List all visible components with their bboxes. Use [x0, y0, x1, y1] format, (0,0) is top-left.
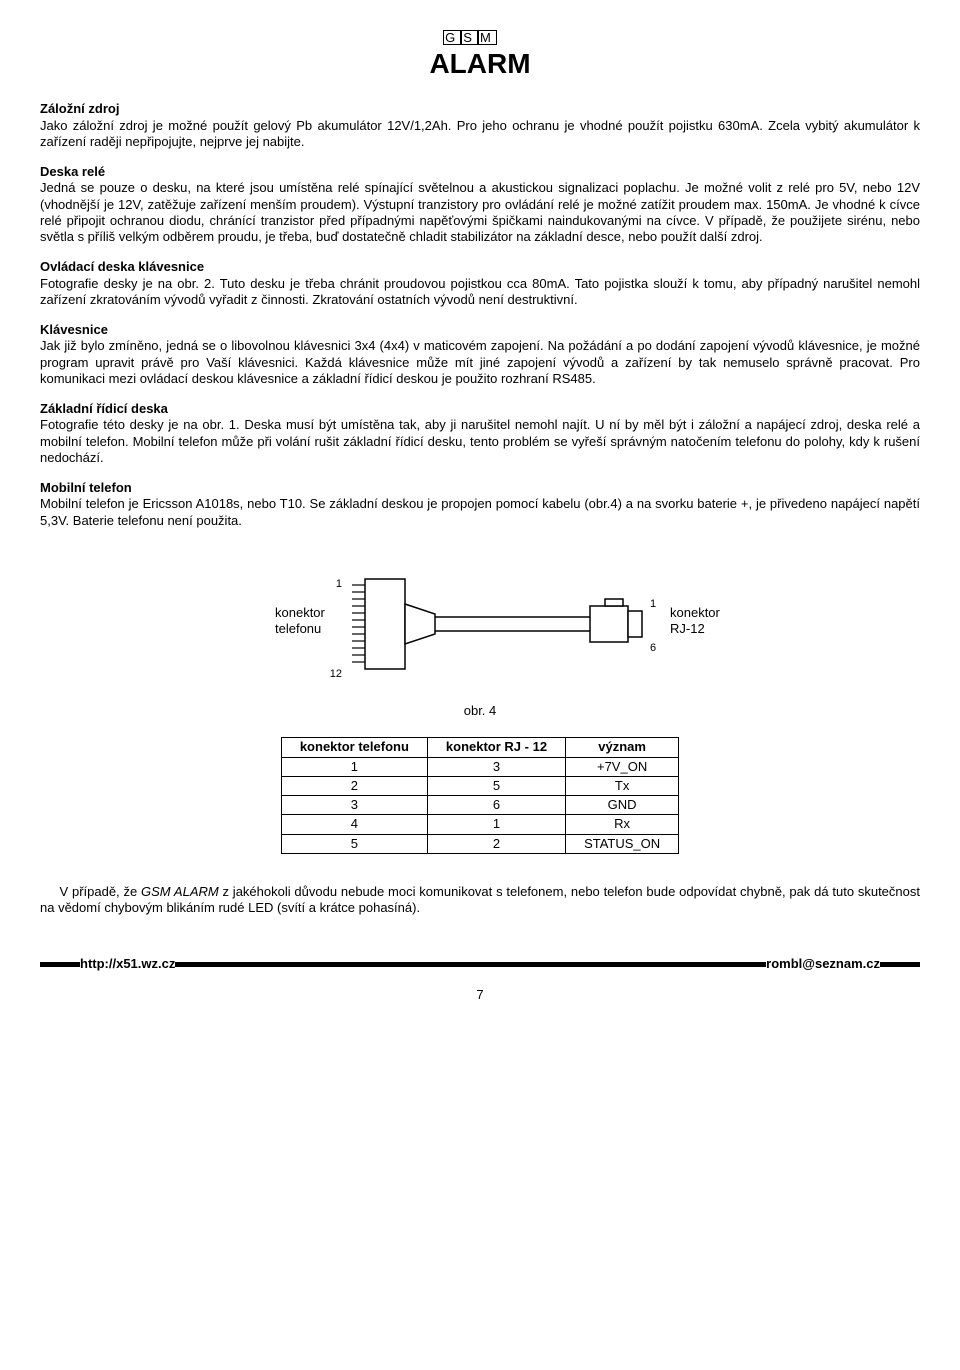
- table-cell: 4: [281, 815, 427, 834]
- section-title: Záložní zdroj: [40, 101, 119, 116]
- table-cell: +7V_ON: [566, 757, 679, 776]
- footer-rule: [175, 962, 766, 967]
- section-title: Deska relé: [40, 164, 105, 179]
- section-title: Ovládací deska klávesnice: [40, 259, 204, 274]
- page-number: 7: [40, 987, 920, 1003]
- logo-alarm: ALARM: [40, 46, 920, 81]
- section-klavesnice: Klávesnice Jak již bylo zmíněno, jedná s…: [40, 322, 920, 387]
- table-header-row: konektor telefonu konektor RJ - 12 význa…: [281, 738, 678, 757]
- logo-char: S: [461, 30, 478, 45]
- table-row: 4 1 Rx: [281, 815, 678, 834]
- section-body: Jedná se pouze o desku, na které jsou um…: [40, 180, 920, 245]
- table-header: význam: [566, 738, 679, 757]
- diagram-right-label: konektor: [670, 605, 721, 620]
- table-row: 1 3 +7V_ON: [281, 757, 678, 776]
- diagram-pin-label: 12: [330, 668, 342, 680]
- closing-paragraph: V případě, že GSM ALARM z jakéhokoli dův…: [40, 884, 920, 917]
- table-cell: 3: [281, 796, 427, 815]
- closing-italic: GSM ALARM: [141, 884, 219, 899]
- footer-rule: [40, 962, 80, 967]
- logo-gsm: GSM: [443, 30, 497, 46]
- table-row: 5 2 STATUS_ON: [281, 834, 678, 853]
- table-row: 2 5 Tx: [281, 776, 678, 795]
- table-cell: Tx: [566, 776, 679, 795]
- table-cell: 2: [427, 834, 565, 853]
- section-body: Fotografie desky je na obr. 2. Tuto desk…: [40, 276, 920, 309]
- table-cell: 2: [281, 776, 427, 795]
- section-body: Jak již bylo zmíněno, jedná se o libovol…: [40, 338, 920, 387]
- table-cell: 5: [427, 776, 565, 795]
- pin-mapping-table: konektor telefonu konektor RJ - 12 význa…: [281, 737, 679, 854]
- table-cell: Rx: [566, 815, 679, 834]
- diagram-pin-label: 1: [336, 578, 342, 590]
- closing-text: V případě, že: [60, 884, 142, 899]
- table-row: 3 6 GND: [281, 796, 678, 815]
- footer-url: http://x51.wz.cz: [80, 956, 175, 972]
- diagram-right-label: RJ-12: [670, 621, 705, 636]
- figure-caption: obr. 4: [40, 703, 920, 719]
- logo-char: G: [443, 30, 461, 45]
- table-cell: 6: [427, 796, 565, 815]
- connector-diagram-svg: 1 12 1 6 konektor telefonu konektor RJ-1…: [220, 559, 740, 689]
- cable-diagram: 1 12 1 6 konektor telefonu konektor RJ-1…: [40, 559, 920, 693]
- page-footer: http://x51.wz.cz rombl@seznam.cz 7: [40, 956, 920, 1003]
- table-header: konektor telefonu: [281, 738, 427, 757]
- section-title: Klávesnice: [40, 322, 108, 337]
- diagram-pin-label: 6: [650, 642, 656, 654]
- section-title: Mobilní telefon: [40, 480, 132, 495]
- table-cell: 5: [281, 834, 427, 853]
- section-mobilni-telefon: Mobilní telefon Mobilní telefon je Erics…: [40, 480, 920, 529]
- table-cell: STATUS_ON: [566, 834, 679, 853]
- section-title: Základní řídicí deska: [40, 401, 168, 416]
- logo-char: M: [478, 30, 497, 45]
- table-cell: 1: [281, 757, 427, 776]
- section-zakladni-ridici-deska: Základní řídicí deska Fotografie této de…: [40, 401, 920, 466]
- section-body: Fotografie této desky je na obr. 1. Desk…: [40, 417, 920, 466]
- diagram-left-label: konektor: [275, 605, 326, 620]
- footer-email: rombl@seznam.cz: [766, 956, 880, 972]
- section-zalozni-zdroj: Záložní zdroj Jako záložní zdroj je možn…: [40, 101, 920, 150]
- diagram-left-label: telefonu: [275, 621, 321, 636]
- diagram-pin-label: 1: [650, 598, 656, 610]
- section-ovladaci-deska-klavesnice: Ovládací deska klávesnice Fotografie des…: [40, 259, 920, 308]
- footer-rule: [880, 962, 920, 967]
- table-cell: 3: [427, 757, 565, 776]
- logo-block: GSM ALARM: [40, 30, 920, 81]
- table-cell: GND: [566, 796, 679, 815]
- section-body: Mobilní telefon je Ericsson A1018s, nebo…: [40, 496, 920, 529]
- section-deska-rele: Deska relé Jedná se pouze o desku, na kt…: [40, 164, 920, 245]
- table-cell: 1: [427, 815, 565, 834]
- section-body: Jako záložní zdroj je možné použít gelov…: [40, 118, 920, 151]
- table-header: konektor RJ - 12: [427, 738, 565, 757]
